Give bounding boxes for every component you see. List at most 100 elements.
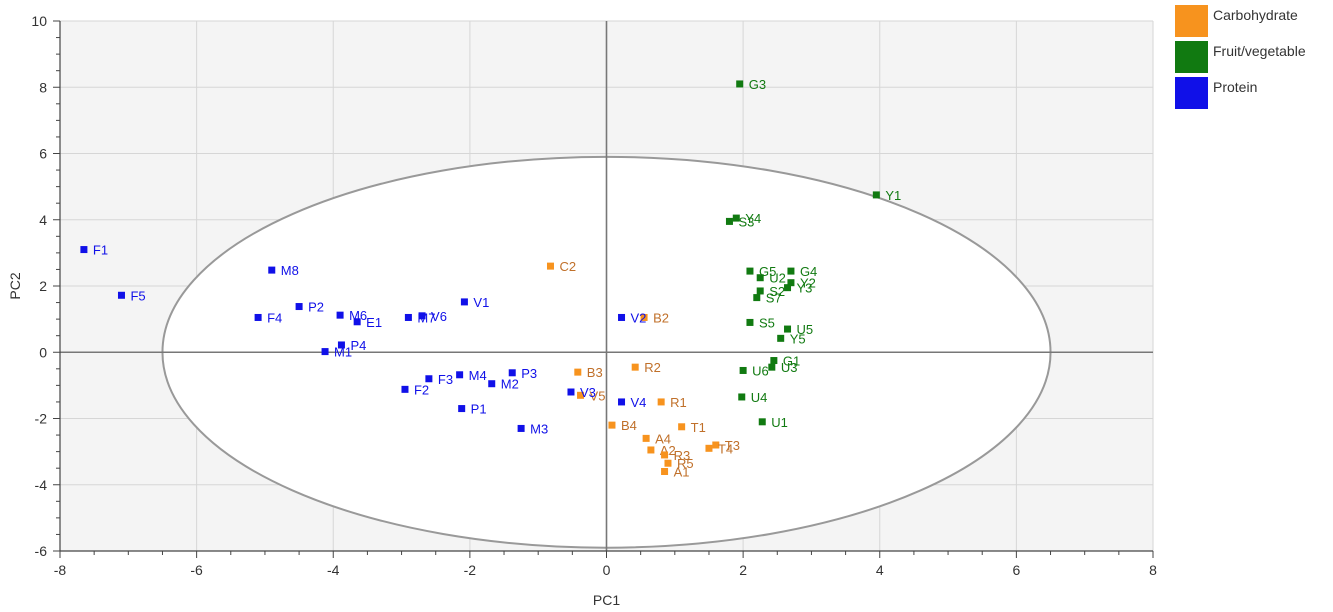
x-tick-label: 8 xyxy=(1149,562,1157,578)
point-label: A4 xyxy=(655,431,671,446)
data-point xyxy=(732,214,740,222)
data-point xyxy=(678,423,686,431)
data-point xyxy=(738,393,746,401)
data-point xyxy=(661,468,669,475)
data-point xyxy=(784,325,792,333)
point-label: V4 xyxy=(631,395,647,410)
legend-item-carbohydrate: Carbohydrate xyxy=(1175,5,1306,37)
x-tick-label: 4 xyxy=(876,562,884,578)
data-point xyxy=(608,421,616,429)
data-point xyxy=(642,434,650,442)
y-tick-label: 8 xyxy=(39,79,47,95)
data-point xyxy=(736,80,744,88)
point-label: B3 xyxy=(587,365,603,380)
data-point xyxy=(664,459,672,467)
point-label: U2 xyxy=(769,271,786,286)
point-label: E1 xyxy=(366,315,382,330)
data-point xyxy=(117,291,125,299)
data-point xyxy=(567,388,575,396)
legend-label: Fruit/vegetable xyxy=(1213,43,1306,59)
data-point xyxy=(546,262,554,270)
data-point xyxy=(517,424,525,432)
x-tick-label: -2 xyxy=(464,562,477,578)
data-point xyxy=(401,385,409,393)
data-point xyxy=(508,369,516,377)
x-tick-label: 2 xyxy=(739,562,747,578)
point-label: A1 xyxy=(674,465,690,480)
legend: Carbohydrate Fruit/vegetable Protein xyxy=(1175,5,1306,113)
point-label: R1 xyxy=(670,395,687,410)
point-label: B4 xyxy=(621,418,637,433)
y-tick-label: 2 xyxy=(39,278,47,294)
data-point xyxy=(758,418,766,426)
data-point xyxy=(460,298,468,306)
point-label: U5 xyxy=(797,322,814,337)
data-point xyxy=(657,398,665,406)
point-label: Y5 xyxy=(790,331,806,346)
tick-labels: -8 -6 -4 -2 0 2 4 6 8 -6 -4 -2 0 2 4 6 8 10 xyxy=(31,13,1157,578)
point-label: M6 xyxy=(349,308,367,323)
y-tick-label: -4 xyxy=(35,477,48,493)
data-point xyxy=(756,274,764,282)
data-point xyxy=(784,284,792,292)
y-tick-label: 4 xyxy=(39,212,47,228)
legend-label: Carbohydrate xyxy=(1213,7,1298,23)
point-label: G1 xyxy=(783,354,800,369)
point-label: C2 xyxy=(559,259,576,274)
data-point xyxy=(661,451,669,459)
legend-label: Protein xyxy=(1213,79,1258,95)
point-label: F2 xyxy=(414,382,429,397)
data-point xyxy=(337,341,345,349)
data-point xyxy=(458,405,466,413)
point-label: U6 xyxy=(752,363,769,378)
y-tick-label: 6 xyxy=(39,146,47,162)
point-label: T4 xyxy=(718,441,733,456)
point-label: P4 xyxy=(350,338,366,353)
data-point xyxy=(787,267,795,275)
data-point xyxy=(647,446,655,454)
data-point xyxy=(705,444,713,452)
data-point xyxy=(787,279,795,287)
data-point xyxy=(404,313,412,321)
point-label: M4 xyxy=(469,368,487,383)
data-point xyxy=(746,267,754,275)
data-point xyxy=(768,363,776,371)
point-label: V1 xyxy=(473,295,489,310)
y-axis-title: PC2 xyxy=(7,272,23,299)
y-tick-label: 0 xyxy=(39,344,47,360)
data-point xyxy=(770,357,778,365)
y-tick-label: -6 xyxy=(35,543,48,559)
point-label: P2 xyxy=(308,300,324,315)
data-point xyxy=(268,266,276,274)
legend-item-protein: Protein xyxy=(1175,77,1306,109)
data-point xyxy=(80,246,88,254)
point-label: M1 xyxy=(334,345,352,360)
point-label: U4 xyxy=(751,390,768,405)
data-point xyxy=(712,441,720,449)
x-tick-label: 6 xyxy=(1012,562,1020,578)
point-label: M8 xyxy=(281,263,299,278)
data-point xyxy=(418,312,426,320)
data-point xyxy=(777,334,785,342)
point-label: P1 xyxy=(471,402,487,417)
data-point xyxy=(353,318,361,326)
y-tick-label: -2 xyxy=(35,411,48,427)
point-label: B2 xyxy=(653,310,669,325)
x-tick-label: -6 xyxy=(190,562,203,578)
point-label: M3 xyxy=(530,421,548,436)
data-point xyxy=(425,375,433,383)
x-axis-title: PC1 xyxy=(593,592,620,608)
point-label: T3 xyxy=(725,438,740,453)
point-label: Y4 xyxy=(745,211,761,226)
point-label: R3 xyxy=(674,448,691,463)
x-tick-label: -8 xyxy=(54,562,67,578)
data-point xyxy=(321,348,329,356)
point-label: S2 xyxy=(769,284,785,299)
data-point xyxy=(254,313,262,321)
data-point xyxy=(618,398,626,406)
legend-swatch xyxy=(1175,41,1208,73)
point-label: G4 xyxy=(800,264,817,279)
